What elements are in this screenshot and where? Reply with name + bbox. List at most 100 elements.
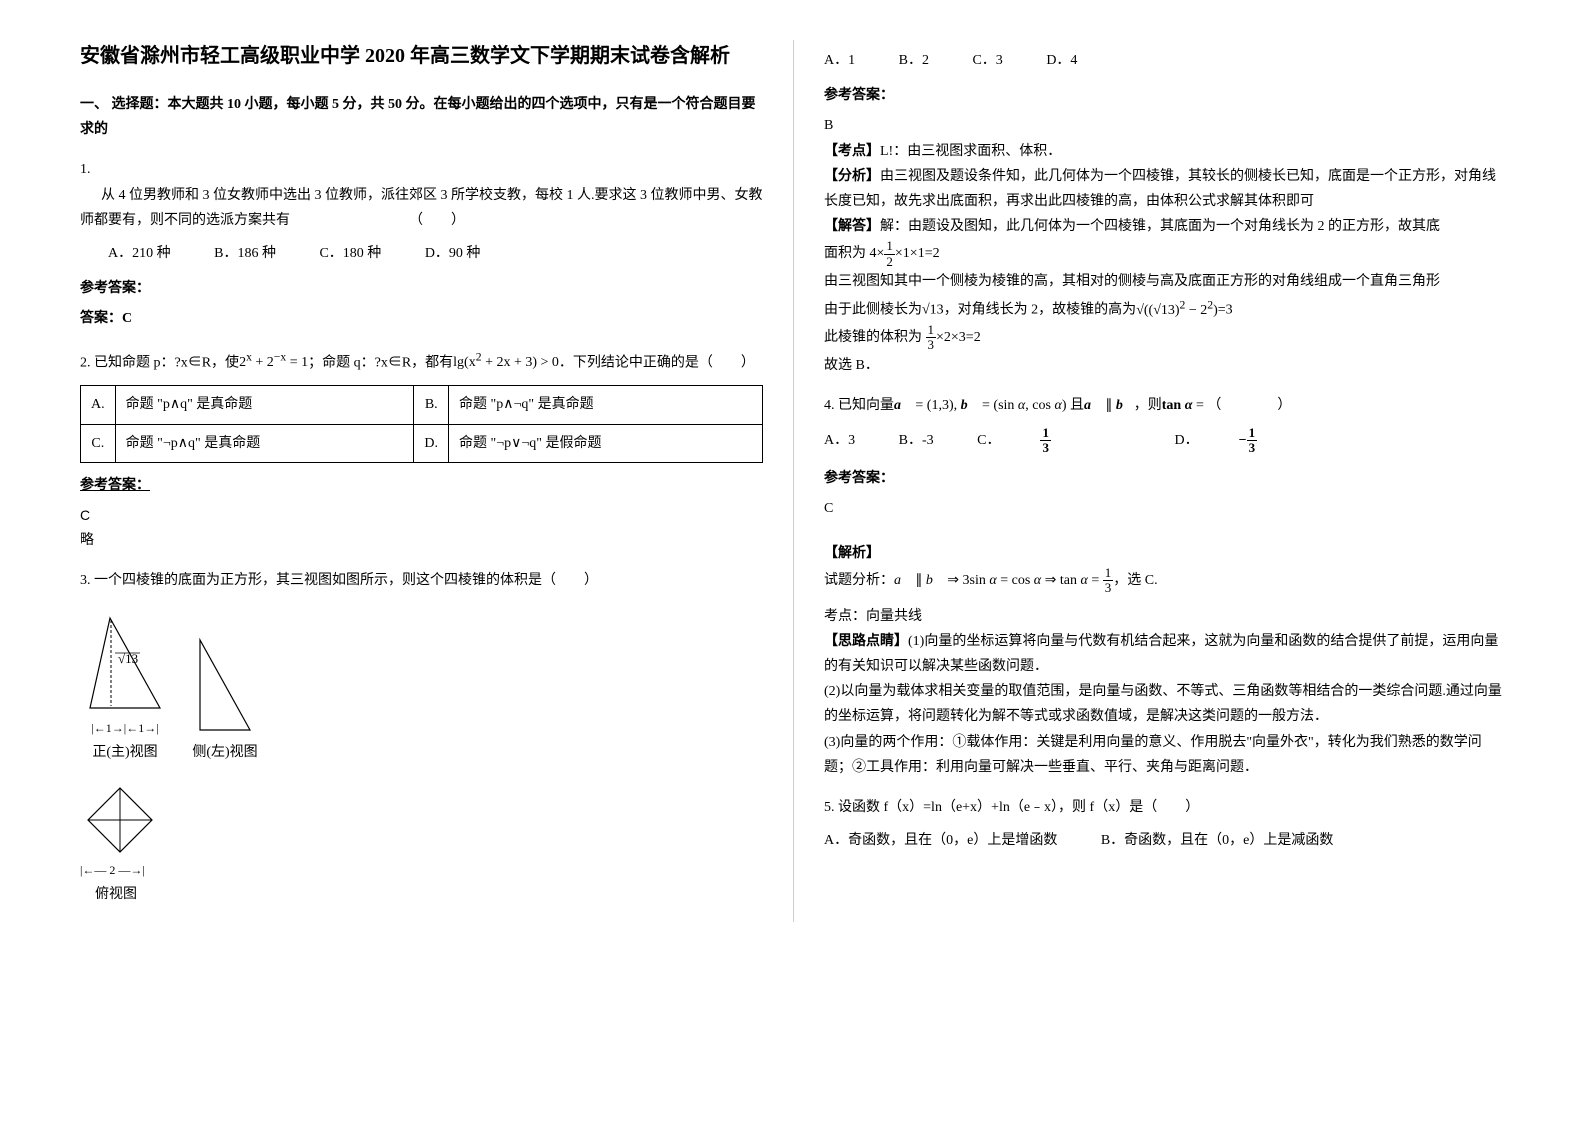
fig-top-label: 俯视图 bbox=[80, 882, 763, 907]
vol-prefix: 此棱锥的体积为 bbox=[824, 330, 922, 345]
question-1: 1. 从 4 位男教师和 3 位女教师中选出 3 位教师，派往郊区 3 所学校支… bbox=[80, 157, 763, 331]
question-5: 5. 设函数 f（x）=ln（e+x）+ln（e﹣x），则 f（x）是（ ） A… bbox=[824, 795, 1507, 853]
q4-analysis-suffix: ，选 C. bbox=[1113, 573, 1157, 588]
q4-text: 4. 已知向量a⃗ = (1,3), b⃗ = (sin α, cos α) 且… bbox=[824, 393, 1507, 418]
fig-side-label: 侧(左)视图 bbox=[190, 740, 260, 765]
q3-optB: B．2 bbox=[899, 48, 929, 73]
exam-point-label: 【考点】 bbox=[824, 144, 880, 159]
q4-mid2: ，则 bbox=[1134, 398, 1162, 413]
q2-C-label: C. bbox=[81, 424, 116, 462]
q1-text: 从 4 位男教师和 3 位女教师中选出 3 位教师，派往郊区 3 所学校支教，每… bbox=[80, 183, 763, 233]
question-2: 2. 已知命题 p：?x∈R，使2x + 2−x = 1；命题 q：?x∈R，都… bbox=[80, 347, 763, 554]
q4-tips3: (3)向量的两个作用：①载体作用：关键是利用向量的意义、作用脱去"向量外衣"，转… bbox=[824, 730, 1507, 780]
q4-analysis-label: 【解析】 bbox=[824, 541, 1507, 566]
tips-label: 【思路点睛】 bbox=[824, 634, 908, 649]
tips1: (1)向量的坐标运算将向量与代数有机结合起来，这就为向量和函数的结合提供了前提，… bbox=[824, 634, 1498, 674]
q2-text-mid: ；命题 q：?x∈R，都有 bbox=[308, 355, 453, 370]
q2-expr2: lg(x2 + 2x + 3) > 0 bbox=[453, 355, 559, 370]
q2-text-suffix: ．下列结论中正确的是（ ） bbox=[559, 355, 755, 370]
q3-exam-point: 【考点】L!：由三视图求面积、体积． bbox=[824, 139, 1507, 164]
q4-tan: tan α bbox=[1162, 398, 1193, 413]
top-view-svg bbox=[80, 780, 160, 860]
main-view-svg: √13 bbox=[80, 608, 170, 718]
area-prefix: 面积为 bbox=[824, 246, 866, 261]
q4-suffix: = （ ） bbox=[1192, 398, 1291, 413]
fig-main-view: √13 |←1→|←1→| 正(主)视图 bbox=[80, 608, 170, 765]
q2-B-label: B. bbox=[414, 386, 449, 424]
q5-text: 5. 设函数 f（x）=ln（e+x）+ln（e﹣x），则 f（x）是（ ） bbox=[824, 795, 1507, 820]
solve-label: 【解答】 bbox=[824, 219, 880, 234]
q2-D-label: D. bbox=[414, 424, 449, 462]
q3-analysis: 【分析】由三视图及题设条件知，此几何体为一个四棱锥，其较长的侧棱长已知，底面是一… bbox=[824, 164, 1507, 214]
q4-parallel: a⃗ ∥ b⃗ bbox=[1084, 398, 1134, 413]
q2-A: 命题 "p∧q" 是真命题 bbox=[115, 386, 414, 424]
q1-answer-label: 参考答案： bbox=[80, 276, 763, 301]
area-expr: 4×12×1×1 bbox=[870, 246, 925, 261]
q3-area: 面积为 4×12×1×1=2 bbox=[824, 239, 1507, 269]
q2-table: A. 命题 "p∧q" 是真命题 B. 命题 "p∧¬q" 是真命题 C. 命题… bbox=[80, 385, 763, 462]
vol-expr: 13×2×3 bbox=[926, 330, 966, 345]
q3-solve: 【解答】解：由题设及图知，此几何体为一个四棱锥，其底面为一个对角线长为 2 的正… bbox=[824, 214, 1507, 239]
q2-expr1: 2x + 2−x = 1 bbox=[239, 355, 308, 370]
q3-options: A．1 B．2 C．3 D．4 bbox=[824, 48, 1507, 73]
q2-B: 命题 "p∧¬q" 是真命题 bbox=[449, 386, 763, 424]
q4-optC-prefix: C． bbox=[977, 428, 1000, 453]
question-4: 4. 已知向量a⃗ = (1,3), b⃗ = (sin α, cos α) 且… bbox=[824, 393, 1507, 780]
q3-volume: 此棱锥的体积为 13×2×3=2 bbox=[824, 323, 1507, 353]
q4-options: A．3 B．-3 C．13 D．−13 bbox=[824, 426, 1507, 456]
q3-figures-top: √13 |←1→|←1→| 正(主)视图 侧(左)视图 bbox=[80, 608, 763, 765]
q4-optD-prefix: D． bbox=[1174, 428, 1198, 453]
q4-optD: D．−13 bbox=[1174, 426, 1377, 456]
q3-solve-line2: 由三视图知其中一个侧棱为棱锥的高，其相对的侧棱与高及底面正方形的对角线组成一个直… bbox=[824, 269, 1507, 294]
document-title: 安徽省滁州市轻工高级职业中学 2020 年高三数学文下学期期末试卷含解析 bbox=[80, 40, 763, 72]
q3-optC: C．3 bbox=[972, 48, 1002, 73]
q4-optA: A．3 bbox=[824, 428, 855, 453]
exam-point-text: L!：由三视图求面积、体积． bbox=[880, 144, 1061, 159]
q4-answer: C bbox=[824, 496, 1507, 521]
q3-final: 故选 B． bbox=[824, 353, 1507, 378]
q2-D: 命题 "¬p∨¬q" 是假命题 bbox=[449, 424, 763, 462]
area-suffix: =2 bbox=[925, 246, 940, 261]
q2-text-prefix: 2. 已知命题 p：?x∈R，使 bbox=[80, 355, 239, 370]
section-heading: 一、 选择题：本大题共 10 小题，每小题 5 分，共 50 分。在每小题给出的… bbox=[80, 92, 763, 142]
q3-text: 3. 一个四棱锥的底面为正方形，其三视图如图所示，则这个四棱锥的体积是（ ） bbox=[80, 568, 763, 593]
q5-optB: B．奇函数，且在（0，e）上是减函数 bbox=[1101, 828, 1334, 853]
q2-C: 命题 "¬p∧q" 是真命题 bbox=[115, 424, 414, 462]
q3-solve-line3: 由于此侧棱长为√13，对角线长为 2，故棱锥的高为√((√13)2 − 22)=… bbox=[824, 294, 1507, 323]
right-column: A．1 B．2 C．3 D．4 参考答案： B 【考点】L!：由三视图求面积、体… bbox=[804, 40, 1527, 922]
q2-text: 2. 已知命题 p：?x∈R，使2x + 2−x = 1；命题 q：?x∈R，都… bbox=[80, 347, 763, 376]
line3-prefix: 由于此侧棱长为 bbox=[824, 303, 922, 318]
fig-top-view: |←— 2 —→| 俯视图 bbox=[80, 780, 763, 907]
q4-tips2: (2)以向量为载体求相关变量的取值范围，是向量与函数、不等式、三角函数等相结合的… bbox=[824, 679, 1507, 729]
q4-vec: a⃗ = (1,3), b⃗ = (sin α, cos α) bbox=[894, 398, 1066, 413]
q3-answer: B bbox=[824, 113, 1507, 138]
q4-optC: C．13 bbox=[977, 426, 1131, 456]
q2-answer-label: 参考答案： bbox=[80, 473, 763, 498]
analysis-text: 由三视图及题设条件知，此几何体为一个四棱锥，其较长的侧棱长已知，底面是一个正方形… bbox=[824, 169, 1496, 209]
fig-side-view: 侧(左)视图 bbox=[190, 630, 260, 765]
line3-suffix: =3 bbox=[1218, 303, 1233, 318]
q1-number: 1. bbox=[80, 157, 763, 182]
q4-analysis: 试题分析：a⃗ ∥ b⃗ ⇒ 3sin α = cos α ⇒ tan α = … bbox=[824, 566, 1507, 596]
q4-text-prefix: 4. 已知向量 bbox=[824, 398, 894, 413]
analysis-label: 【分析】 bbox=[824, 169, 880, 184]
q5-options: A．奇函数，且在（0，e）上是增函数 B．奇函数，且在（0，e）上是减函数 bbox=[824, 828, 1507, 853]
q4-optB: B．-3 bbox=[899, 428, 934, 453]
q1-optA: A．210 种 bbox=[108, 241, 171, 266]
q1-options: A．210 种 B．186 种 C．180 种 D．90 种 bbox=[80, 241, 763, 266]
height-expr: √((√13)2 − 22) bbox=[1136, 303, 1218, 318]
q2-answer1: C bbox=[80, 503, 763, 528]
q5-optA: A．奇函数，且在（0，e）上是增函数 bbox=[824, 828, 1057, 853]
sqrt13: √13 bbox=[922, 303, 944, 318]
q3-answer-label: 参考答案： bbox=[824, 83, 1507, 108]
q4-analysis-expr: a⃗ ∥ b⃗ ⇒ 3sin α = cos α ⇒ tan α = 13 bbox=[894, 573, 1113, 588]
q2-answer2: 略 bbox=[80, 528, 763, 553]
q3-optA: A．1 bbox=[824, 48, 855, 73]
column-divider bbox=[793, 40, 794, 922]
q1-optD: D．90 种 bbox=[425, 241, 481, 266]
q4-exam-point: 考点：向量共线 bbox=[824, 604, 1507, 629]
line3-mid: ，对角线长为 2，故棱锥的高为 bbox=[944, 303, 1137, 318]
solve-prefix: 解：由题设及图知，此几何体为一个四棱锥，其底面为一个对角线长为 2 的正方形，故… bbox=[880, 219, 1440, 234]
q3-optD: D．4 bbox=[1046, 48, 1077, 73]
q4-answer-label: 参考答案： bbox=[824, 466, 1507, 491]
